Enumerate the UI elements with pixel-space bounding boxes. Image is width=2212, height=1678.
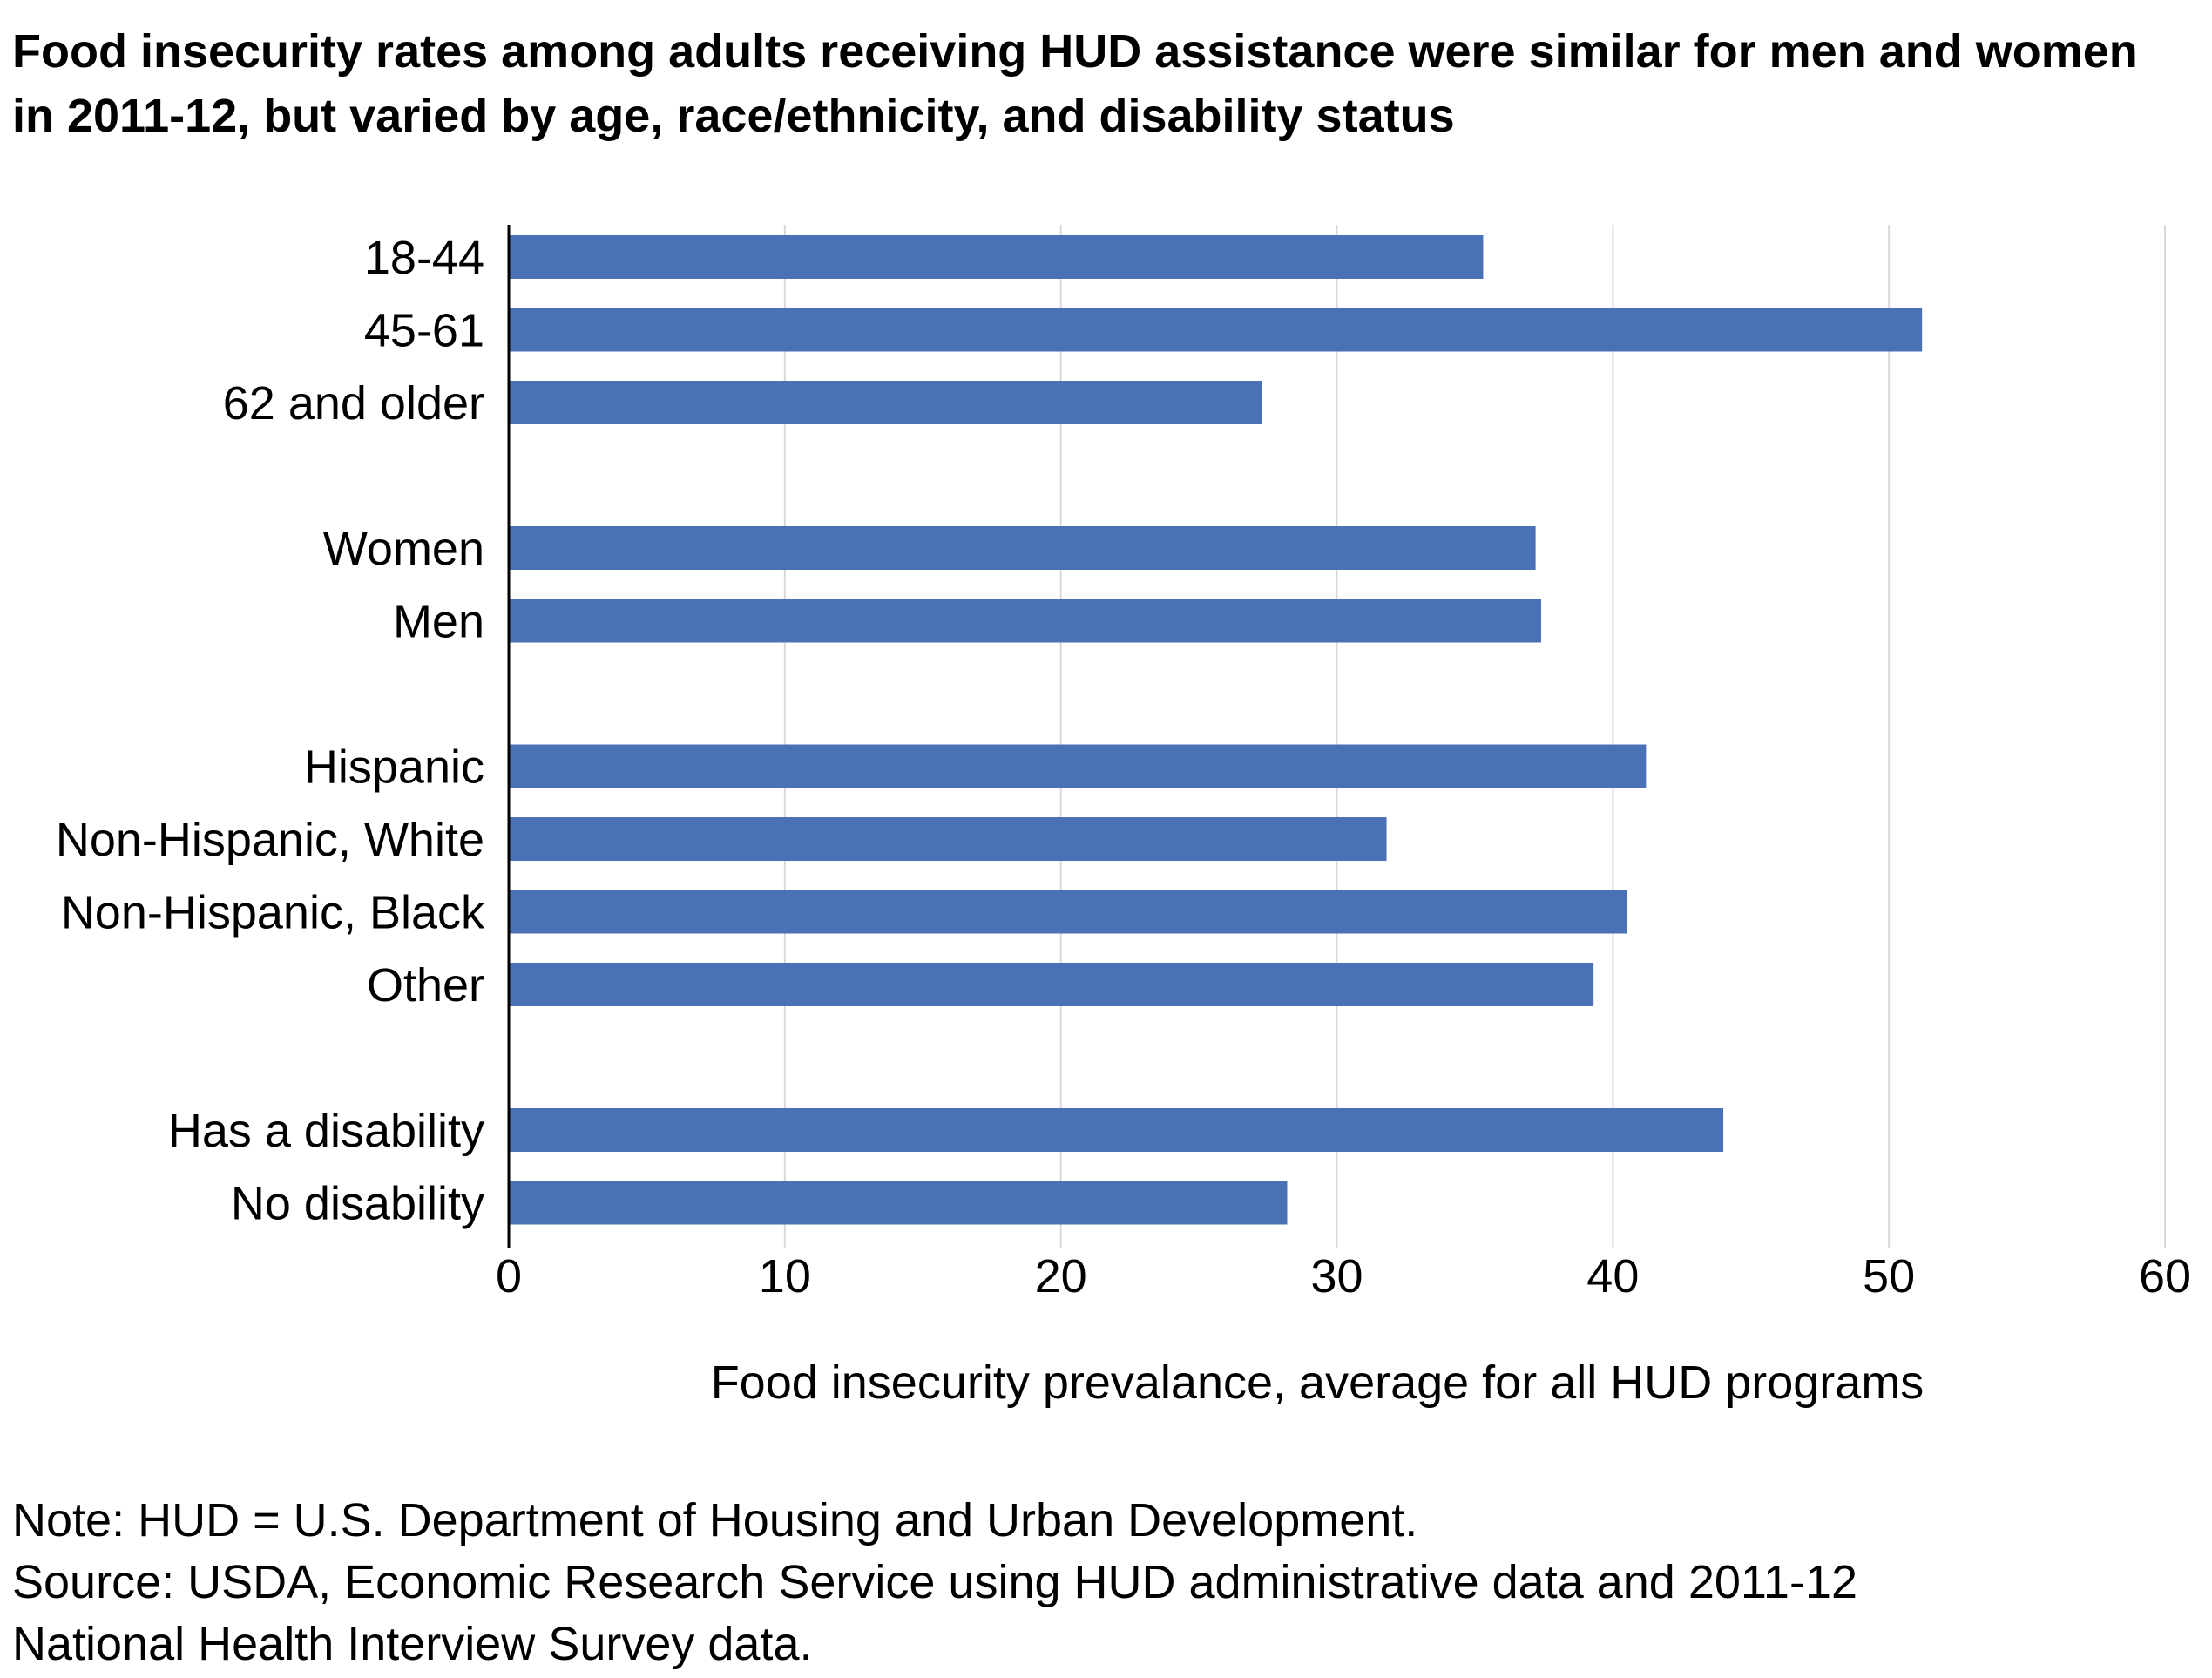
bars <box>509 235 1923 1225</box>
category-label: 62 and older <box>223 377 484 430</box>
chart-title: Food insecurity rates among adults recei… <box>12 25 2138 142</box>
bar <box>509 1181 1288 1225</box>
x-tick-label: 40 <box>1586 1250 1639 1302</box>
bar <box>509 381 1262 424</box>
bar <box>509 963 1594 1006</box>
x-tick-label: 10 <box>759 1250 811 1302</box>
bar <box>509 890 1627 934</box>
x-tick-label: 60 <box>2139 1250 2191 1302</box>
bar <box>509 744 1647 788</box>
x-tick-label: 0 <box>496 1250 522 1302</box>
x-tick-label: 50 <box>1863 1250 1915 1302</box>
x-tick-label: 30 <box>1310 1250 1363 1302</box>
category-label: Non-Hispanic, Black <box>61 887 485 939</box>
chart-notes: Note: HUD = U.S. Department of Housing a… <box>12 1490 2190 1675</box>
category-label: 18-44 <box>364 232 484 284</box>
category-label: No disability <box>231 1178 484 1230</box>
note-text: Note: HUD = U.S. Department of Housing a… <box>12 1494 1418 1546</box>
category-label: 45-61 <box>364 305 484 357</box>
x-tick-label: 20 <box>1035 1250 1087 1302</box>
source-text-line-1: Source: USDA, Economic Research Service … <box>12 1556 1857 1608</box>
bar <box>509 599 1541 643</box>
x-axis-label: Food insecurity prevalance, average for … <box>711 1357 1925 1409</box>
category-labels: 18-44 45-61 62 and older Women Men Hispanic No… <box>56 232 485 1230</box>
source-text-line-2: National Health Interview Survey data. <box>12 1618 813 1670</box>
category-label: Hispanic <box>304 741 484 794</box>
category-label: Non-Hispanic, White <box>56 814 484 866</box>
gridlines <box>783 225 2166 1248</box>
bar <box>509 1108 1724 1152</box>
bar-chart: 18-44 45-61 62 and older Women Men Hispanic No… <box>56 225 2191 1409</box>
category-label: Other <box>367 959 484 1012</box>
bar <box>509 308 1923 352</box>
bar <box>509 235 1484 279</box>
category-label: Women <box>323 523 484 575</box>
category-label: Has a disability <box>168 1105 484 1157</box>
category-label: Men <box>393 596 484 648</box>
bar <box>509 526 1536 570</box>
x-tick-labels: 0 10 20 30 40 50 60 <box>496 1250 2191 1302</box>
bar <box>509 817 1387 861</box>
